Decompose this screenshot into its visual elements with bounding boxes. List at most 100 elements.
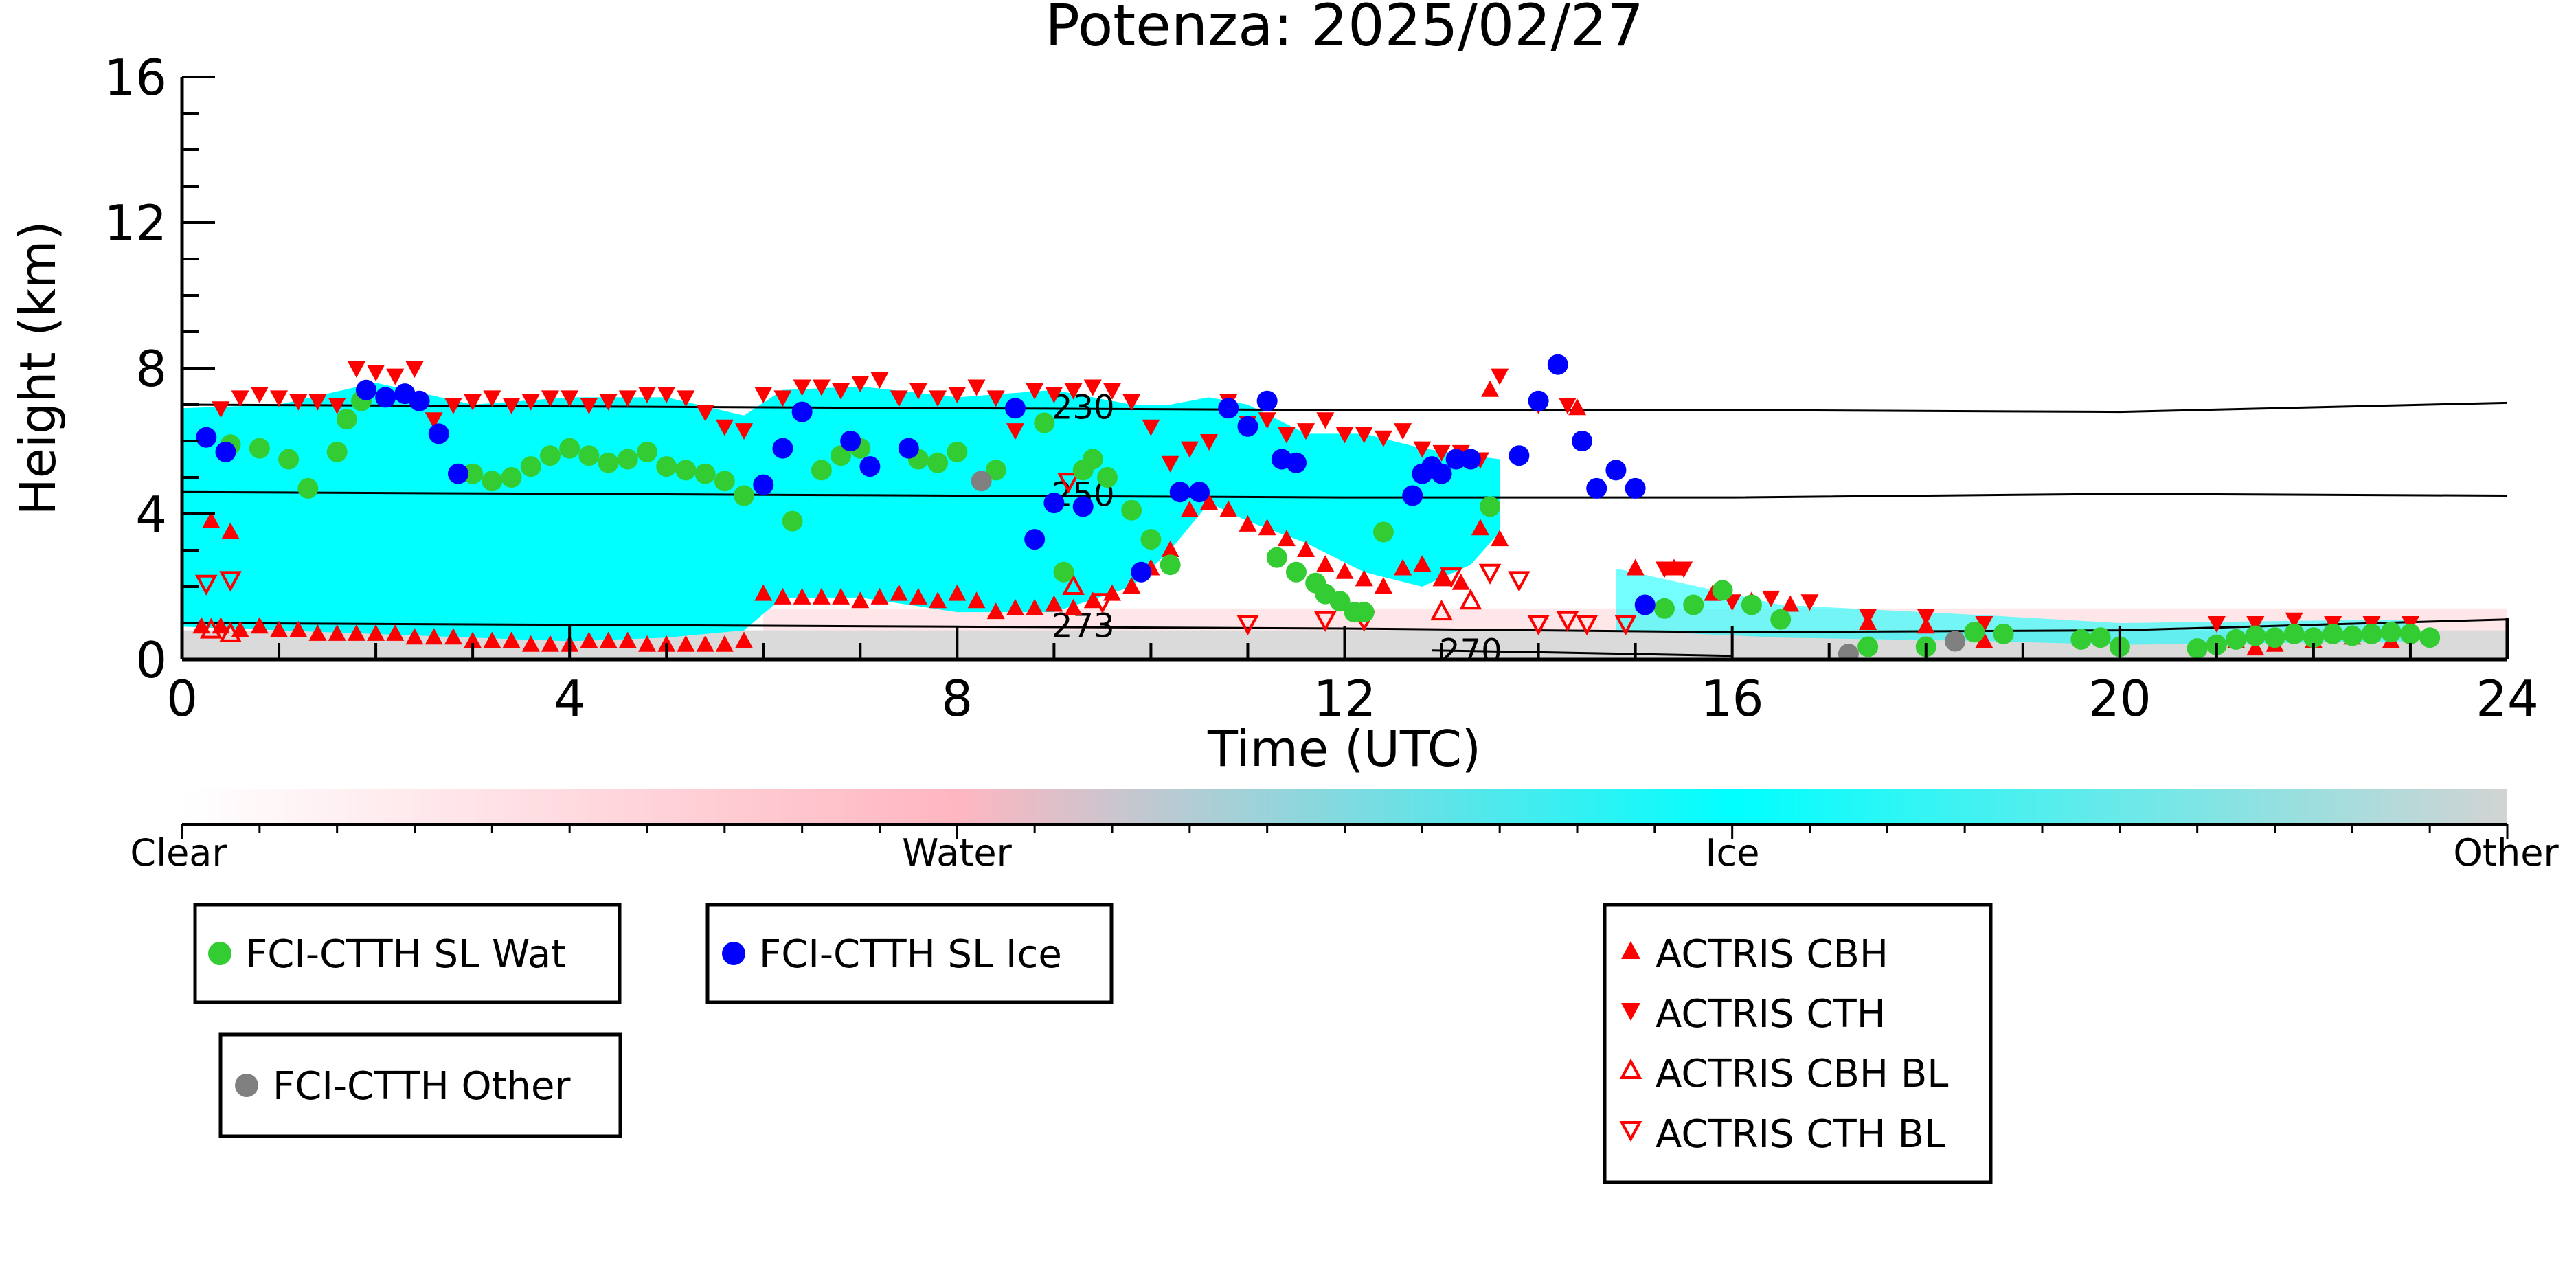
colorbar-label-ice: Ice	[1706, 831, 1760, 874]
x-tick-label: 0	[166, 670, 198, 727]
point-fci-ctth-sl-ice	[1528, 390, 1549, 411]
point-actris-cbh	[1394, 558, 1412, 576]
point-fci-ctth-sl-ice	[447, 463, 468, 484]
point-actris-cbh	[618, 631, 637, 648]
point-fci-ctth-sl-ice	[791, 401, 813, 422]
point-fci-ctth-sl-wat	[2283, 623, 2305, 644]
point-actris-cth	[1064, 383, 1083, 400]
point-actris-cth	[967, 379, 986, 396]
point-actris-cth	[1859, 609, 1877, 626]
point-fci-ctth-sl-ice	[1131, 561, 1152, 583]
point-actris-cbh	[929, 591, 947, 609]
point-fci-ctth-sl-ice	[1625, 477, 1646, 499]
legend-label-cbh: ACTRIS CBH	[1656, 932, 1888, 977]
point-actris-cth	[1394, 423, 1412, 440]
point-actris-cbh	[1432, 569, 1451, 587]
y-tick-label: 8	[135, 340, 167, 398]
point-actris-cth	[289, 394, 308, 411]
point-actris-cbh	[1626, 558, 1645, 576]
point-actris-cbh	[444, 628, 462, 645]
point-actris-cbh	[483, 631, 501, 648]
point-fci-ctth-sl-ice	[1445, 449, 1467, 470]
point-fci-ctth-sl-ice	[859, 456, 881, 477]
y-axis-label: Height (km)	[9, 221, 67, 516]
point-actris-cbh	[870, 587, 889, 605]
point-fci-ctth-sl-ice	[1218, 398, 1239, 419]
point-actris-cth	[502, 398, 521, 414]
point-actris-cth	[618, 390, 637, 407]
point-actris-cbh-bl	[1062, 574, 1085, 595]
point-fci-ctth-sl-wat	[1741, 594, 1762, 615]
point-fci-ctth-sl-wat	[1082, 449, 1103, 470]
data-markers	[192, 354, 2441, 659]
point-actris-cth-bl	[1313, 611, 1337, 632]
point-fci-ctth-sl-wat	[1121, 499, 1142, 521]
colorbar-label-water: Water	[902, 831, 1012, 874]
point-fci-ctth-sl-ice	[1605, 460, 1627, 481]
y-tick-label: 12	[104, 194, 167, 252]
point-actris-cbh	[1200, 493, 1219, 510]
point-actris-cbh	[521, 635, 540, 652]
point-actris-cbh	[270, 620, 289, 637]
point-actris-cth	[1142, 419, 1160, 436]
point-actris-cbh	[1239, 515, 1257, 532]
point-actris-cth	[347, 361, 365, 378]
point-actris-cth	[386, 368, 405, 385]
point-actris-cbh	[2246, 639, 2265, 656]
point-fci-ctth-sl-wat	[2264, 627, 2285, 648]
point-actris-cth-bl	[1091, 593, 1114, 614]
point-actris-cth-bl	[1556, 611, 1579, 632]
point-fci-ctth-sl-wat	[1857, 636, 1879, 657]
point-fci-ctth-sl-ice	[1547, 354, 1568, 375]
point-actris-cth	[1413, 441, 1432, 458]
point-actris-cth-bl	[1236, 615, 1259, 636]
point-fci-ctth-other	[971, 471, 992, 492]
point-actris-cbh	[367, 624, 385, 641]
legend-marker-cth-bl	[1619, 1121, 1642, 1142]
point-actris-cbh	[347, 624, 365, 641]
point-fci-ctth-sl-wat	[675, 460, 697, 481]
y-tick-label: 4	[135, 486, 167, 543]
point-actris-cth	[1975, 616, 1993, 633]
point-actris-cth	[425, 412, 443, 429]
point-actris-cbh	[328, 624, 346, 641]
point-actris-cth	[2246, 616, 2265, 633]
point-actris-cth	[773, 390, 792, 407]
point-fci-ctth-sl-wat	[1372, 521, 1394, 543]
point-fci-ctth-sl-wat	[985, 460, 1006, 481]
point-fci-ctth-sl-wat	[1480, 496, 1501, 517]
legend: FCI-CTTH SL Wat FCI-CTTH SL Ice FCI-CTTH…	[193, 903, 1993, 1184]
point-actris-cth	[657, 387, 676, 404]
isotherm-270	[1432, 649, 1732, 657]
point-actris-cth	[793, 379, 811, 396]
point-actris-cbh	[1258, 519, 1276, 536]
point-actris-cbh	[967, 591, 986, 609]
point-fci-ctth-sl-wat	[2245, 625, 2266, 646]
point-actris-cth	[2207, 616, 2226, 633]
colorbar-label-other: Other	[2453, 831, 2559, 874]
isotherm-label-270: 270	[1439, 632, 1502, 670]
point-actris-cth	[1006, 423, 1024, 440]
point-actris-cth	[2285, 612, 2303, 629]
legend-marker-ice	[722, 942, 745, 965]
point-fci-ctth-sl-wat	[831, 445, 852, 466]
point-actris-cbh	[1471, 519, 1489, 536]
point-actris-cth	[1297, 423, 1315, 440]
point-fci-ctth-sl-wat	[2419, 627, 2441, 648]
point-actris-cbh	[986, 602, 1005, 620]
point-actris-cbh	[1045, 595, 1063, 612]
point-actris-cbh	[1103, 584, 1121, 601]
point-actris-cbh	[715, 635, 734, 652]
point-fci-ctth-sl-wat	[2399, 623, 2421, 644]
point-actris-cbh-bl	[219, 621, 242, 642]
legend-label-wat: FCI-CTTH SL Wat	[245, 932, 566, 977]
point-fci-ctth-sl-wat	[1096, 467, 1118, 488]
point-actris-cth	[948, 387, 967, 404]
point-actris-cth	[1355, 427, 1373, 444]
point-fci-ctth-other	[1945, 631, 1966, 652]
point-fci-ctth-sl-ice	[1256, 390, 1278, 411]
point-actris-cth	[250, 387, 269, 404]
point-actris-cbh	[1491, 530, 1509, 547]
point-fci-ctth-sl-wat	[482, 471, 503, 492]
